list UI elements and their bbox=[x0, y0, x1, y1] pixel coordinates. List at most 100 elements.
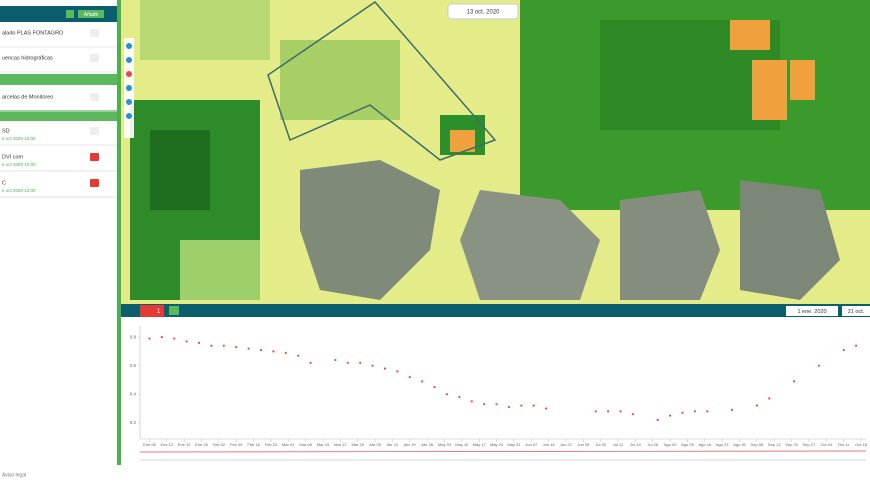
x-tick-label: Abr 05 bbox=[369, 442, 382, 447]
data-point bbox=[532, 404, 535, 407]
field-orange bbox=[450, 130, 475, 152]
layer-date: e oct 2020 12:00 bbox=[2, 188, 36, 193]
data-point bbox=[669, 414, 672, 417]
data-point bbox=[309, 361, 312, 364]
x-tick-label: Ago 16 bbox=[698, 442, 711, 447]
data-point bbox=[272, 350, 275, 353]
data-point bbox=[334, 358, 337, 362]
end-date[interactable] bbox=[842, 306, 870, 316]
add-tab[interactable] bbox=[169, 306, 179, 315]
y-tick-label: 0.2 bbox=[130, 420, 137, 425]
x-tick-label: May 31 bbox=[507, 442, 521, 447]
data-point bbox=[222, 344, 225, 347]
date-picker[interactable] bbox=[447, 3, 519, 20]
header-button[interactable] bbox=[66, 10, 74, 18]
x-tick-label: Jun 28 bbox=[577, 442, 590, 447]
x-tick-label: Feb 02 bbox=[213, 442, 226, 447]
layer-list: alado PLAS FONTAGRO uencas hidrográficas a… bbox=[0, 29, 117, 198]
layer-button[interactable] bbox=[90, 179, 99, 187]
data-point bbox=[631, 413, 635, 416]
sidebar-bg bbox=[0, 0, 120, 470]
x-tick-label: Ene 19 bbox=[178, 442, 191, 447]
data-point bbox=[371, 364, 374, 367]
end-date-label: 21 oct. bbox=[848, 309, 865, 315]
tool-button[interactable] bbox=[126, 113, 132, 119]
layer-date: e oct 2020 12:00 bbox=[2, 136, 36, 141]
sidebar-edge bbox=[117, 0, 121, 470]
x-tick-label: Feb 16 bbox=[247, 442, 260, 447]
y-tick-label: 0.6 bbox=[130, 363, 137, 368]
data-point bbox=[656, 418, 659, 421]
x-tick-label: Ene 12 bbox=[160, 442, 173, 447]
data-point bbox=[445, 393, 449, 396]
data-point bbox=[817, 364, 820, 367]
tool-button[interactable] bbox=[126, 99, 132, 105]
x-tick-label: Sep 06 bbox=[751, 442, 764, 447]
layer-button[interactable] bbox=[90, 153, 99, 161]
x-tick-label: Jul 05 bbox=[595, 442, 606, 447]
field-area bbox=[180, 240, 260, 300]
data-point bbox=[185, 340, 188, 343]
layer-name: SD bbox=[2, 128, 10, 134]
start-date[interactable] bbox=[786, 306, 838, 316]
data-point bbox=[259, 348, 263, 352]
layer-name: C bbox=[2, 180, 6, 186]
data-point bbox=[681, 411, 684, 414]
tool-button[interactable] bbox=[126, 85, 132, 91]
add-button[interactable] bbox=[78, 10, 104, 18]
add-button-label: Añadir bbox=[84, 12, 99, 18]
data-point bbox=[470, 400, 473, 403]
layer-button[interactable] bbox=[90, 29, 99, 37]
data-point bbox=[160, 336, 163, 339]
data-point bbox=[731, 408, 734, 411]
x-tick-label: Mar 15 bbox=[317, 442, 330, 447]
x-tick-label: Abr 19 bbox=[404, 442, 417, 447]
field-area bbox=[140, 0, 270, 60]
data-point bbox=[693, 410, 697, 413]
map[interactable]: 13 oct. 2020 bbox=[120, 0, 870, 304]
data-point bbox=[458, 395, 461, 399]
legal-link[interactable]: Aviso legal bbox=[2, 472, 26, 478]
field-area bbox=[150, 130, 210, 210]
group-bar bbox=[0, 74, 117, 85]
x-tick-label: Abr 12 bbox=[387, 442, 400, 447]
x-tick-label: Oct 18 bbox=[855, 442, 868, 447]
data-point bbox=[854, 344, 858, 347]
x-tick-label: Oct 11 bbox=[838, 442, 850, 447]
x-tick-label: Ago 09 bbox=[681, 442, 694, 447]
x-tick-label: Jun 21 bbox=[560, 442, 573, 447]
layer-button[interactable] bbox=[90, 54, 99, 62]
data-point bbox=[359, 361, 362, 364]
layer-date: e oct 2020 12:00 bbox=[2, 162, 36, 167]
x-tick-label: May 10 bbox=[455, 442, 469, 447]
data-point bbox=[594, 410, 597, 413]
data-point bbox=[768, 397, 771, 400]
relief bbox=[300, 160, 440, 300]
layer-button[interactable] bbox=[90, 93, 99, 101]
x-tick-label: Mar 01 bbox=[282, 442, 295, 447]
field-orange bbox=[790, 60, 815, 100]
x-tick-label: Jun 14 bbox=[543, 442, 556, 447]
map-toolbar bbox=[124, 38, 134, 138]
relief bbox=[740, 180, 840, 300]
tool-button[interactable] bbox=[126, 57, 132, 63]
data-point bbox=[197, 341, 201, 344]
layer-button[interactable] bbox=[90, 127, 99, 135]
chart-tab[interactable] bbox=[140, 305, 164, 317]
x-tick-label: Jun 07 bbox=[525, 442, 538, 447]
layer-name: DVI com bbox=[2, 154, 24, 160]
data-point bbox=[607, 410, 610, 413]
x-tick-label: Ago 02 bbox=[664, 442, 677, 447]
tool-button[interactable] bbox=[126, 71, 132, 77]
layer-name: alado PLAS FONTAGRO bbox=[2, 30, 64, 36]
x-tick-label: Ene 26 bbox=[195, 442, 208, 447]
panel-header bbox=[121, 304, 870, 317]
tool-button[interactable] bbox=[126, 43, 132, 49]
field-orange bbox=[730, 20, 770, 50]
data-point bbox=[495, 403, 498, 406]
data-point bbox=[173, 337, 176, 340]
x-tick-label: Abr 26 bbox=[421, 442, 434, 447]
parcel-outline bbox=[267, 1, 497, 161]
